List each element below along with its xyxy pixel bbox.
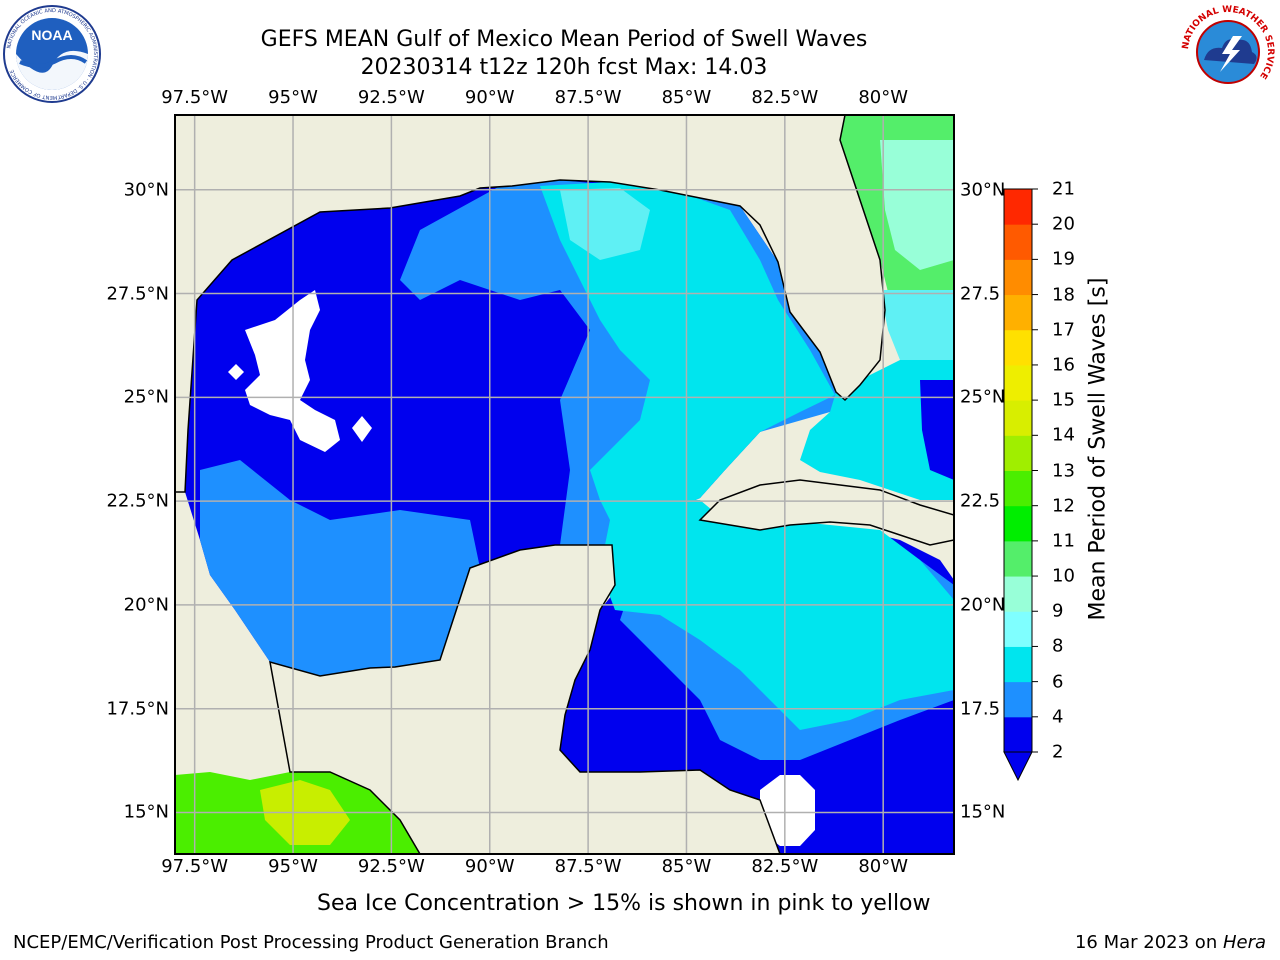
lon-tick-bottom: 90°W — [464, 856, 515, 877]
lat-tick-right: 22.5 — [960, 490, 1001, 512]
map-frame — [174, 114, 955, 855]
colorbar-segment — [1004, 505, 1032, 542]
colorbar-segment — [1004, 646, 1032, 683]
lon-tick-bottom: 85°W — [661, 856, 712, 877]
colorbar-tick-label: 6 — [1052, 671, 1064, 693]
lon-tick-bottom: 97.5°W — [161, 856, 229, 877]
lon-tick-top: 92.5°W — [357, 87, 425, 108]
atlantic-bahamas-blue — [920, 380, 954, 480]
lon-tick-top: 82.5°W — [751, 87, 819, 108]
colorbar-tick-label: 11 — [1052, 530, 1075, 552]
chart-title: GEFS MEAN Gulf of Mexico Mean Period of … — [260, 27, 868, 52]
colorbar-tick-label: 14 — [1052, 424, 1075, 446]
colorbar-segment — [1004, 540, 1032, 577]
colorbar-label: Mean Period of Swell Waves [s] — [1085, 277, 1111, 621]
caribbean-nodata — [760, 775, 815, 846]
lat-tick-left: 25°N — [123, 386, 169, 408]
lat-tick-left: 20°N — [123, 594, 169, 616]
lat-tick-left: 15°N — [123, 801, 169, 823]
lat-tick-left: 30°N — [123, 179, 169, 201]
lon-tick-top: 85°W — [661, 87, 712, 108]
footer-machine: Hera — [1222, 932, 1266, 953]
lat-tick-right: 25°N — [960, 386, 1006, 408]
colorbar-segment — [1004, 400, 1032, 436]
land-cuba — [698, 479, 954, 546]
colorbar-tick-label: 8 — [1052, 635, 1064, 657]
atlantic-water-cyan-2 — [880, 290, 954, 360]
nodata-patch-small-2 — [352, 416, 372, 442]
lon-tick-top: 95°W — [268, 87, 318, 108]
colorbar-segment — [1004, 329, 1032, 366]
nws-logo: NATIONAL WEATHER SERVICE — [1181, 5, 1275, 99]
lat-tick-right: 17.5 — [960, 698, 1001, 720]
colorbar-tick-label: 16 — [1052, 354, 1075, 376]
colorbar-tick-label: 18 — [1052, 284, 1075, 306]
colorbar-tick-label: 13 — [1052, 460, 1075, 481]
colorbar-tick-label: 20 — [1052, 213, 1075, 235]
lon-tick-bottom: 80°W — [858, 856, 909, 877]
colorbar-segment — [1004, 435, 1032, 471]
colorbar-segment — [1004, 189, 1032, 225]
sea-ice-note: Sea Ice Concentration > 15% is shown in … — [317, 891, 931, 916]
lat-tick-right: 15°N — [960, 801, 1006, 823]
lat-tick-right: 30°N — [960, 179, 1006, 201]
footer-producer: NCEP/EMC/Verification Post Processing Pr… — [13, 932, 609, 953]
colorbar-tick-label: 4 — [1052, 706, 1064, 728]
land-yucatan — [269, 544, 781, 854]
gulf-water-cyan — [540, 182, 835, 540]
nodata-patch-small-1 — [228, 364, 244, 380]
chart-subtitle: 20230314 t12z 120h fcst Max: 14.03 — [360, 55, 768, 80]
noaa-logo: NOAA NATIONAL OCEANIC AND ATMOSPHERIC AD… — [3, 5, 101, 103]
colorbar-segment — [1004, 470, 1032, 507]
lon-tick-bottom: 95°W — [268, 856, 318, 877]
footer-date-text: 16 Mar 2023 on — [1074, 932, 1223, 953]
colorbar-segment — [1004, 716, 1032, 753]
lat-tick-left: 27.5°N — [106, 283, 169, 305]
lon-tick-top: 90°W — [464, 87, 515, 108]
colorbar-tick-label: 9 — [1052, 600, 1064, 622]
lon-tick-bottom: 87.5°W — [554, 856, 622, 877]
footer-date: 16 Mar 2023 on Hera — [1075, 932, 1266, 953]
atlantic-water-lightcyan — [880, 140, 954, 270]
map-gridlines — [175, 115, 954, 854]
lon-tick-top: 80°W — [858, 87, 909, 108]
colorbar-segment — [1004, 576, 1032, 612]
colorbar-tick-label: 10 — [1052, 565, 1075, 587]
colorbar-tick-label: 2 — [1052, 741, 1064, 763]
colorbar-tick-label: 17 — [1052, 319, 1075, 341]
noaa-logo-text: NOAA — [31, 27, 72, 43]
lat-tick-right: 27.5 — [960, 283, 1001, 305]
lon-tick-top: 97.5°W — [161, 87, 229, 108]
colorbar-segment — [1004, 224, 1032, 260]
lat-tick-left: 17.5°N — [106, 698, 169, 720]
colorbar — [1003, 188, 1038, 782]
caribbean-water-cyan — [600, 500, 954, 730]
colorbar-tick-label: 19 — [1052, 248, 1075, 270]
lat-tick-right: 20°N — [960, 594, 1006, 616]
colorbar-segment — [1004, 294, 1032, 331]
colorbar-tick-label: 21 — [1052, 178, 1075, 200]
colorbar-tick-label: 15 — [1052, 389, 1075, 411]
lon-tick-bottom: 82.5°W — [751, 856, 819, 877]
gulf-water-lightcyan — [560, 188, 650, 260]
lon-tick-top: 87.5°W — [554, 87, 622, 108]
lon-tick-bottom: 92.5°W — [357, 856, 425, 877]
colorbar-segment — [1004, 364, 1032, 401]
colorbar-segment — [1004, 611, 1032, 647]
colorbar-segment — [1004, 259, 1032, 296]
gulf-water-mid-west — [200, 460, 480, 676]
colorbar-tick-label: 12 — [1052, 495, 1075, 517]
colorbar-extend-arrow — [1003, 751, 1033, 782]
lat-tick-left: 22.5°N — [106, 490, 169, 512]
colorbar-segment — [1004, 681, 1032, 718]
